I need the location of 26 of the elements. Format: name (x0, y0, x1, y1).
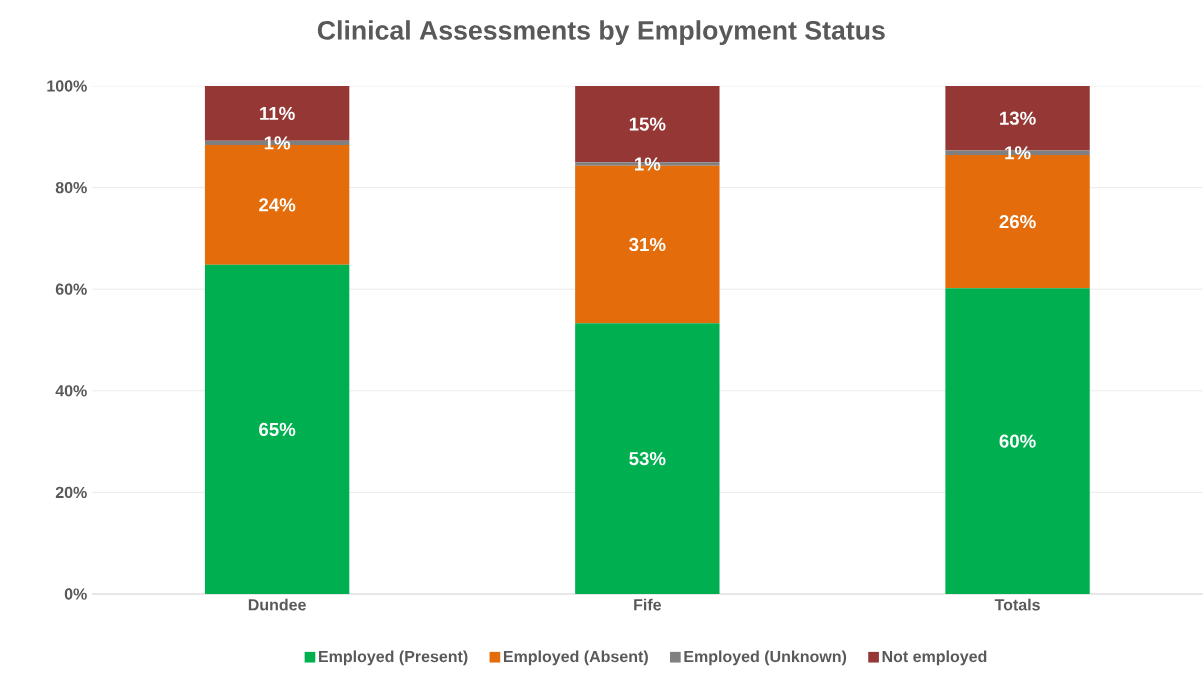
legend-label: Not employed (882, 650, 987, 666)
data-label: 31% (629, 237, 666, 252)
y-tick-label: 0% (64, 588, 87, 600)
data-label: 13% (1000, 111, 1036, 125)
y-tick-label: 40% (55, 385, 87, 397)
x-tick-label: Dundee (248, 598, 306, 611)
chart-title: Clinical Assessments by Employment Status (317, 20, 885, 46)
data-label: 60% (999, 434, 1036, 448)
y-tick-label: 100% (47, 80, 87, 92)
data-label: 26% (999, 215, 1036, 229)
data-label: 53% (629, 451, 666, 466)
y-tick-label: 60% (55, 283, 87, 295)
data-label: 11% (260, 106, 295, 120)
legend-label: Employed (Unknown) (684, 650, 847, 666)
bar (945, 288, 1090, 594)
bar (575, 323, 720, 594)
legend-label: Employed (Present) (319, 650, 468, 666)
x-tick-label: Totals (994, 598, 1040, 611)
y-tick-label: 20% (55, 486, 87, 499)
bar (204, 264, 350, 594)
x-tick-label: Fife (634, 598, 662, 611)
data-label: 24% (259, 198, 296, 212)
data-label: 15% (629, 117, 666, 131)
y-tick-label: 80% (55, 181, 87, 194)
data-label: 65% (259, 422, 296, 437)
legend-label: Employed (Absent) (503, 650, 648, 666)
